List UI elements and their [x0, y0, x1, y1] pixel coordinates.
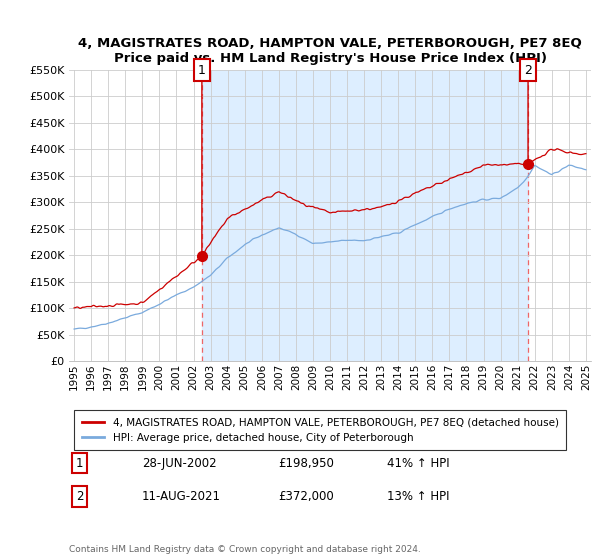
Text: 11-AUG-2021: 11-AUG-2021 — [142, 490, 221, 503]
Text: 1: 1 — [76, 456, 83, 470]
Text: Contains HM Land Registry data © Crown copyright and database right 2024.: Contains HM Land Registry data © Crown c… — [69, 545, 421, 554]
Title: 4, MAGISTRATES ROAD, HAMPTON VALE, PETERBOROUGH, PE7 8EQ
Price paid vs. HM Land : 4, MAGISTRATES ROAD, HAMPTON VALE, PETER… — [78, 36, 582, 64]
Text: 41% ↑ HPI: 41% ↑ HPI — [388, 456, 450, 470]
Text: 1: 1 — [198, 63, 206, 77]
Text: 13% ↑ HPI: 13% ↑ HPI — [388, 490, 450, 503]
Text: 28-JUN-2002: 28-JUN-2002 — [142, 456, 217, 470]
Text: 2: 2 — [76, 490, 83, 503]
Text: £372,000: £372,000 — [278, 490, 334, 503]
Bar — [202, 70, 528, 361]
Text: £198,950: £198,950 — [278, 456, 334, 470]
Text: 2: 2 — [524, 63, 532, 77]
Legend: 4, MAGISTRATES ROAD, HAMPTON VALE, PETERBOROUGH, PE7 8EQ (detached house), HPI: : 4, MAGISTRATES ROAD, HAMPTON VALE, PETER… — [74, 410, 566, 450]
